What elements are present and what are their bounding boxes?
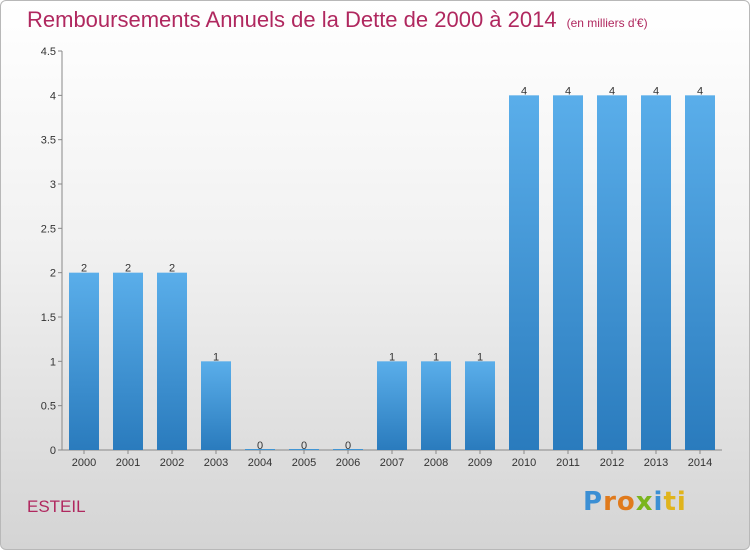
commune-name: ESTEIL bbox=[27, 497, 86, 516]
bar bbox=[685, 95, 715, 450]
data-label: 1 bbox=[477, 351, 483, 363]
logo-letter: P bbox=[583, 487, 604, 517]
bar bbox=[597, 95, 627, 450]
y-tick-label: 0 bbox=[50, 445, 56, 457]
bar bbox=[289, 449, 319, 450]
x-tick-label: 2011 bbox=[556, 457, 580, 469]
logo-letter: r bbox=[603, 487, 617, 517]
x-tick-label: 2008 bbox=[424, 457, 448, 469]
chart-subtitle: (en milliers d'€) bbox=[566, 16, 648, 30]
x-tick-label: 2003 bbox=[204, 457, 228, 469]
x-tick-label: 2004 bbox=[248, 457, 272, 469]
proxiti-logo: Proxiti bbox=[583, 487, 687, 517]
bar bbox=[245, 449, 275, 450]
data-label: 4 bbox=[521, 85, 527, 97]
bar bbox=[377, 361, 407, 450]
data-label: 1 bbox=[389, 351, 395, 363]
data-label: 0 bbox=[257, 440, 263, 452]
x-tick-label: 2002 bbox=[160, 457, 184, 469]
bar bbox=[553, 95, 583, 450]
data-label: 2 bbox=[169, 263, 175, 275]
y-tick-label: 4.5 bbox=[41, 46, 56, 58]
x-tick-label: 2009 bbox=[468, 457, 492, 469]
x-tick-label: 2000 bbox=[72, 457, 96, 469]
x-tick-label: 2014 bbox=[688, 457, 712, 469]
bar bbox=[333, 449, 363, 450]
chart-labels: 2000 2 2001 2 2002 2 2003 1 2004 0 2005 0 2006 0 2007 1… bbox=[72, 85, 712, 469]
y-tick-label: 4 bbox=[50, 90, 56, 102]
data-label: 1 bbox=[213, 351, 219, 363]
y-tick-label: 1 bbox=[50, 356, 56, 368]
data-label: 4 bbox=[697, 85, 703, 97]
bar bbox=[157, 272, 187, 450]
bar bbox=[201, 361, 231, 450]
data-label: 0 bbox=[345, 440, 351, 452]
y-tick-label: 3.5 bbox=[41, 135, 56, 147]
x-tick-label: 2013 bbox=[644, 457, 668, 469]
data-label: 1 bbox=[433, 351, 439, 363]
y-tick-label: 2 bbox=[50, 268, 56, 280]
bar bbox=[421, 361, 451, 450]
data-label: 4 bbox=[609, 85, 615, 97]
bar bbox=[465, 361, 495, 450]
data-label: 2 bbox=[81, 263, 87, 275]
chart-title: Remboursements Annuels de la Dette de 20… bbox=[27, 7, 648, 33]
y-tick-label: 3 bbox=[50, 179, 56, 191]
y-tick-label: 1.5 bbox=[41, 312, 56, 324]
bar bbox=[641, 95, 671, 450]
y-tick-label: 2.5 bbox=[41, 223, 56, 235]
bar bbox=[509, 95, 539, 450]
x-tick-label: 2001 bbox=[116, 457, 140, 469]
chart-title-text: Remboursements Annuels de la Dette de 20… bbox=[27, 7, 557, 32]
x-tick-label: 2010 bbox=[512, 457, 536, 469]
data-label: 2 bbox=[125, 263, 131, 275]
data-label: 4 bbox=[565, 85, 571, 97]
data-label: 4 bbox=[653, 85, 659, 97]
logo-letter: x bbox=[635, 487, 654, 517]
data-label: 0 bbox=[301, 440, 307, 452]
logo-letter: i bbox=[653, 487, 664, 517]
x-tick-label: 2005 bbox=[292, 457, 316, 469]
bar bbox=[113, 272, 143, 450]
logo-letter: o bbox=[616, 487, 636, 517]
x-tick-label: 2007 bbox=[380, 457, 404, 469]
chart-bars bbox=[69, 95, 715, 450]
bar bbox=[69, 272, 99, 450]
logo-letter: ti bbox=[663, 487, 687, 517]
x-tick-label: 2012 bbox=[600, 457, 624, 469]
y-tick-label: 0.5 bbox=[41, 401, 56, 413]
x-tick-label: 2006 bbox=[336, 457, 360, 469]
